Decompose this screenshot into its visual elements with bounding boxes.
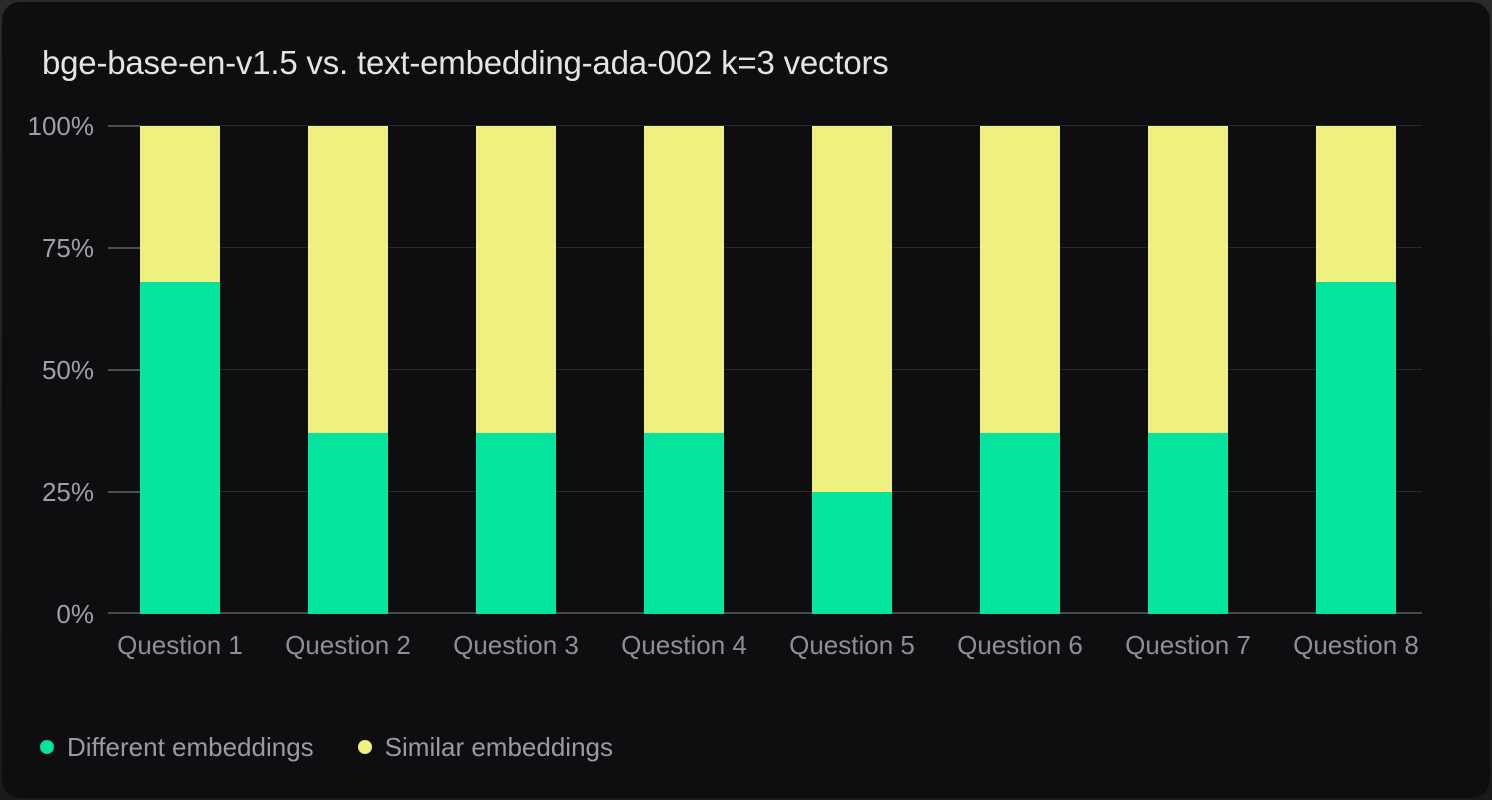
bar-segment-similar-embeddings[interactable]	[1316, 126, 1396, 283]
y-axis-label: 75%	[41, 233, 94, 263]
x-axis-label: Question 8	[1293, 630, 1419, 660]
gridline	[108, 247, 1422, 248]
bar-segment-different-embeddings[interactable]	[980, 433, 1060, 614]
y-axis-label: 100%	[27, 111, 95, 141]
x-axis-label: Question 4	[621, 630, 747, 660]
bar-segment-different-embeddings[interactable]	[1316, 282, 1396, 614]
legend-dot-icon	[357, 740, 372, 754]
bar-segment-different-embeddings[interactable]	[812, 492, 892, 614]
legend-dot-icon	[40, 740, 54, 754]
bar-segment-similar-embeddings[interactable]	[644, 126, 724, 434]
y-tick-mark	[108, 369, 140, 371]
bar-segment-similar-embeddings[interactable]	[308, 126, 388, 434]
x-axis-baseline	[108, 612, 1422, 614]
bar-segment-similar-embeddings[interactable]	[476, 126, 556, 434]
bar-segment-different-embeddings[interactable]	[308, 433, 388, 614]
legend-item[interactable]: Different embeddings	[40, 732, 314, 762]
bar-segment-similar-embeddings[interactable]	[140, 126, 220, 283]
plot-area: 0% 25% 50% 75% 100%	[2, 111, 1490, 629]
bar-segment-similar-embeddings[interactable]	[812, 126, 892, 492]
x-axis-label: Question 2	[285, 630, 411, 660]
chart-title: bge-base-en-v1.5 vs. text-embedding-ada-…	[42, 44, 889, 81]
legend-label: Similar embeddings	[384, 732, 613, 762]
bar-segment-similar-embeddings[interactable]	[980, 126, 1060, 434]
bar-segment-similar-embeddings[interactable]	[1148, 126, 1228, 434]
y-tick-mark	[108, 491, 140, 493]
bar-segment-different-embeddings[interactable]	[1148, 433, 1228, 614]
legend-item[interactable]: Similar embeddings	[357, 732, 613, 762]
gridline	[108, 125, 1422, 126]
legend: Different embeddings Similar embeddings	[40, 732, 613, 762]
gridline	[108, 491, 1422, 492]
bar-segment-different-embeddings[interactable]	[476, 433, 556, 614]
y-tick-mark	[108, 247, 140, 249]
x-axis-label: Question 5	[789, 630, 915, 660]
legend-label: Different embeddings	[67, 732, 314, 762]
y-tick-mark	[108, 125, 140, 127]
x-axis-label: Question 6	[957, 630, 1083, 660]
x-axis-label: Question 7	[1125, 630, 1251, 660]
bar-segment-different-embeddings[interactable]	[644, 433, 724, 614]
x-axis-label: Question 1	[117, 630, 243, 660]
y-axis-label: 50%	[41, 355, 94, 385]
y-axis-label: 25%	[41, 477, 94, 507]
gridline	[108, 369, 1422, 370]
x-axis-label: Question 3	[453, 630, 579, 660]
y-axis-label: 0%	[56, 599, 94, 629]
bar-segment-different-embeddings[interactable]	[140, 282, 220, 614]
